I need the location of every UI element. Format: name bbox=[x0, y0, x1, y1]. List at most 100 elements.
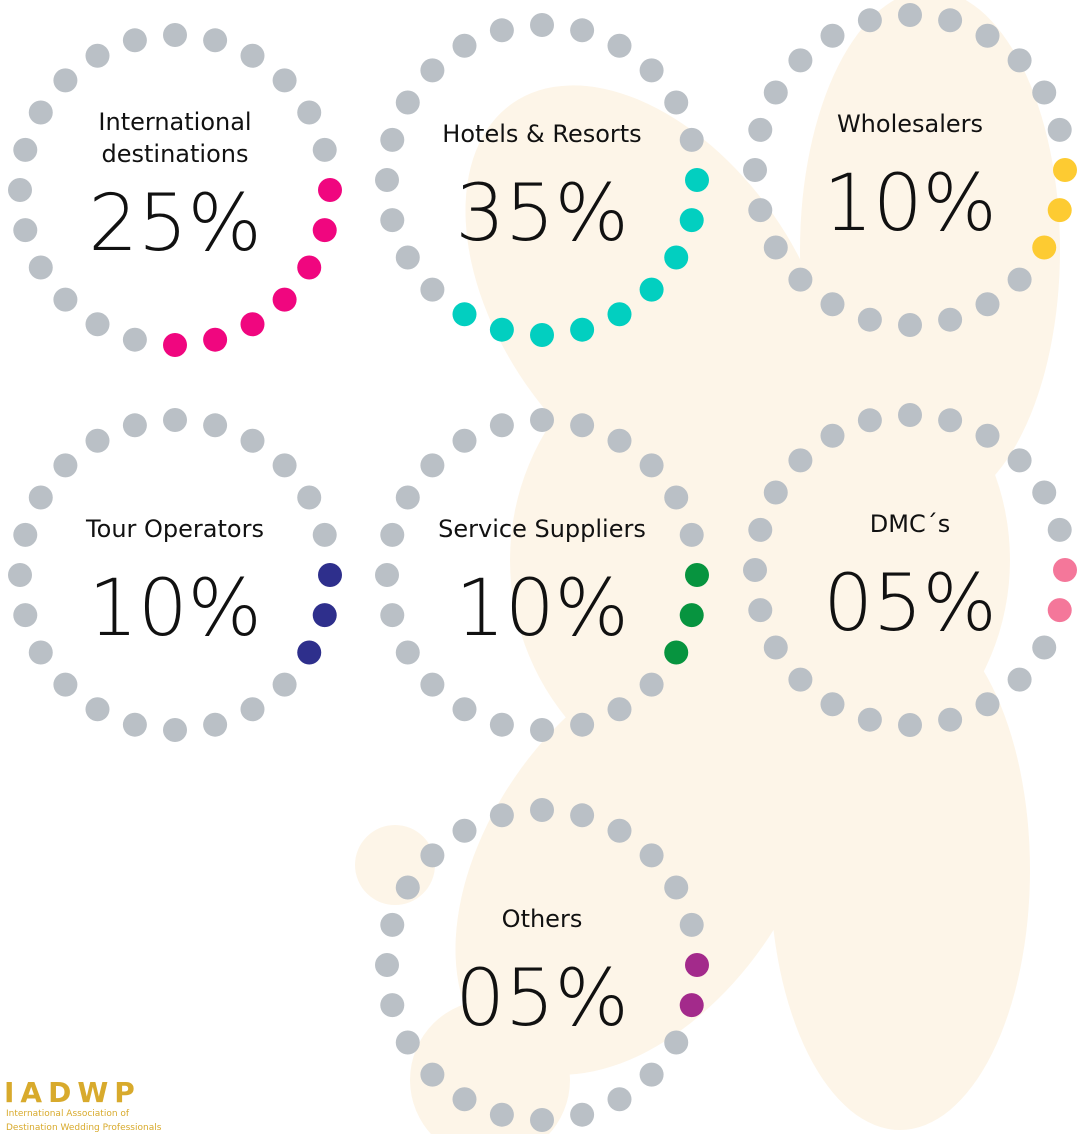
value-dot bbox=[685, 953, 709, 977]
empty-dot bbox=[570, 713, 594, 737]
empty-dot bbox=[898, 713, 922, 737]
empty-dot bbox=[1032, 636, 1056, 660]
empty-dot bbox=[898, 3, 922, 27]
empty-dot bbox=[788, 268, 812, 292]
empty-dot bbox=[203, 713, 227, 737]
empty-dot bbox=[570, 803, 594, 827]
empty-dot bbox=[788, 668, 812, 692]
ring-title: Tour Operators bbox=[85, 515, 264, 543]
empty-dot bbox=[748, 598, 772, 622]
ring-title: International bbox=[98, 108, 251, 136]
empty-dot bbox=[748, 118, 772, 142]
empty-dot bbox=[29, 486, 53, 510]
empty-dot bbox=[123, 413, 147, 437]
ring-value: 10% bbox=[455, 564, 628, 654]
empty-dot bbox=[608, 1087, 632, 1111]
empty-dot bbox=[53, 673, 77, 697]
empty-dot bbox=[858, 708, 882, 732]
value-dot bbox=[490, 318, 514, 342]
value-dot bbox=[1048, 598, 1072, 622]
empty-dot bbox=[420, 453, 444, 477]
empty-dot bbox=[273, 68, 297, 92]
infographic: Internationaldestinations25%Hotels & Res… bbox=[0, 0, 1077, 1134]
empty-dot bbox=[743, 158, 767, 182]
ring-value: 35% bbox=[455, 169, 628, 259]
empty-dot bbox=[453, 697, 477, 721]
dot-ring: International destinations 25% bbox=[8, 23, 342, 357]
value-dot bbox=[453, 302, 477, 326]
empty-dot bbox=[530, 408, 554, 432]
value-dots bbox=[1048, 558, 1077, 622]
empty-dot bbox=[453, 429, 477, 453]
empty-dot bbox=[86, 312, 110, 336]
value-dot bbox=[163, 333, 187, 357]
empty-dot bbox=[938, 8, 962, 32]
empty-dot bbox=[821, 24, 845, 48]
value-dot bbox=[273, 288, 297, 312]
empty-dot bbox=[13, 218, 37, 242]
ring-title: destinations bbox=[102, 140, 249, 168]
empty-dot bbox=[1008, 448, 1032, 472]
empty-dot bbox=[976, 292, 1000, 316]
logo-mark: IADWP bbox=[4, 1076, 141, 1109]
empty-dot bbox=[380, 128, 404, 152]
empty-dot bbox=[396, 1031, 420, 1055]
empty-dot bbox=[976, 424, 1000, 448]
value-dot bbox=[1032, 236, 1056, 260]
empty-dot bbox=[608, 429, 632, 453]
empty-dot bbox=[821, 424, 845, 448]
empty-dot bbox=[420, 673, 444, 697]
empty-dot bbox=[420, 1063, 444, 1087]
empty-dot bbox=[53, 288, 77, 312]
empty-dot bbox=[420, 843, 444, 867]
empty-dot bbox=[788, 48, 812, 72]
empty-dot bbox=[938, 308, 962, 332]
empty-dot bbox=[241, 697, 265, 721]
value-dot bbox=[664, 641, 688, 665]
empty-dot bbox=[898, 403, 922, 427]
empty-dot bbox=[530, 1108, 554, 1132]
empty-dot bbox=[453, 34, 477, 58]
empty-dot bbox=[858, 408, 882, 432]
value-dot bbox=[608, 302, 632, 326]
empty-dot bbox=[163, 23, 187, 47]
empty-dot bbox=[380, 208, 404, 232]
empty-dot bbox=[1008, 268, 1032, 292]
empty-dot bbox=[453, 819, 477, 843]
empty-dot bbox=[664, 91, 688, 115]
empty-dot bbox=[8, 178, 32, 202]
empty-dot bbox=[1032, 481, 1056, 505]
empty-dot bbox=[938, 408, 962, 432]
ring-value: 25% bbox=[88, 179, 261, 269]
empty-dot bbox=[86, 44, 110, 68]
empty-dot bbox=[490, 713, 514, 737]
empty-dot bbox=[203, 28, 227, 52]
ring-value: 05% bbox=[455, 954, 628, 1044]
empty-dot bbox=[273, 673, 297, 697]
empty-dot bbox=[748, 198, 772, 222]
empty-dot bbox=[297, 486, 321, 510]
empty-dot bbox=[241, 44, 265, 68]
empty-dot bbox=[530, 13, 554, 37]
empty-dot bbox=[123, 328, 147, 352]
empty-dot bbox=[788, 448, 812, 472]
empty-dot bbox=[396, 876, 420, 900]
value-dot bbox=[1048, 198, 1072, 222]
empty-dot bbox=[764, 81, 788, 105]
empty-dot bbox=[380, 993, 404, 1017]
empty-dot bbox=[490, 803, 514, 827]
empty-dot bbox=[764, 236, 788, 260]
logo-line: Destination Wedding Professionals bbox=[6, 1123, 162, 1133]
empty-dot bbox=[53, 453, 77, 477]
value-dot bbox=[680, 208, 704, 232]
empty-dot bbox=[680, 523, 704, 547]
value-dot bbox=[313, 218, 337, 242]
ring-value: 10% bbox=[823, 159, 996, 249]
empty-dot bbox=[608, 34, 632, 58]
value-dot bbox=[1053, 558, 1077, 582]
value-dot bbox=[680, 603, 704, 627]
empty-dot bbox=[490, 18, 514, 42]
value-dot bbox=[318, 178, 342, 202]
empty-dot bbox=[680, 913, 704, 937]
